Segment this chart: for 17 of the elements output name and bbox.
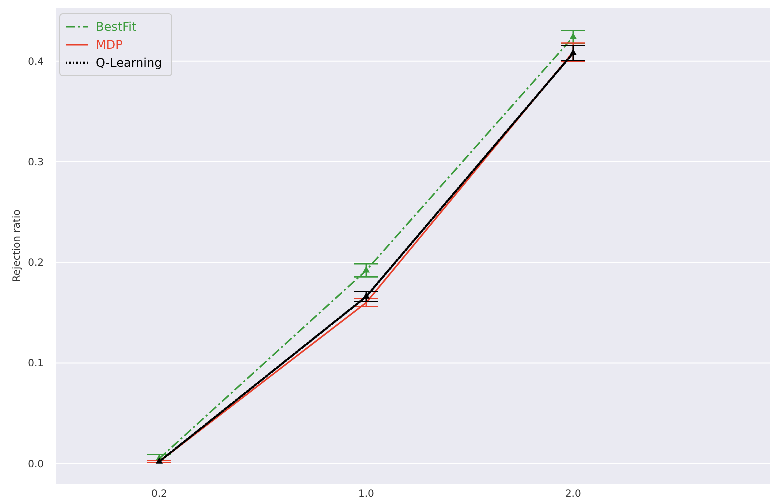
- y-tick-label: 0.0: [28, 459, 44, 470]
- x-tick-label: 1.0: [358, 489, 374, 500]
- y-axis-title: Rejection ratio: [12, 210, 23, 282]
- y-tick-label: 0.4: [28, 56, 44, 68]
- point: [156, 458, 164, 464]
- point: [570, 49, 577, 56]
- point: [570, 33, 577, 40]
- point: [362, 266, 370, 273]
- point: [362, 292, 370, 299]
- legend-label: Q-Learning: [96, 56, 162, 70]
- legend-label: BestFit: [96, 20, 137, 34]
- legend-label: MDP: [96, 38, 123, 52]
- x-tick-label: 0.2: [152, 489, 168, 500]
- y-tick-label: 0.3: [28, 157, 44, 168]
- x-tick-label: 2.0: [565, 489, 582, 500]
- y-tick-label: 0.2: [28, 258, 44, 270]
- y-tick-label: 0.1: [28, 358, 44, 370]
